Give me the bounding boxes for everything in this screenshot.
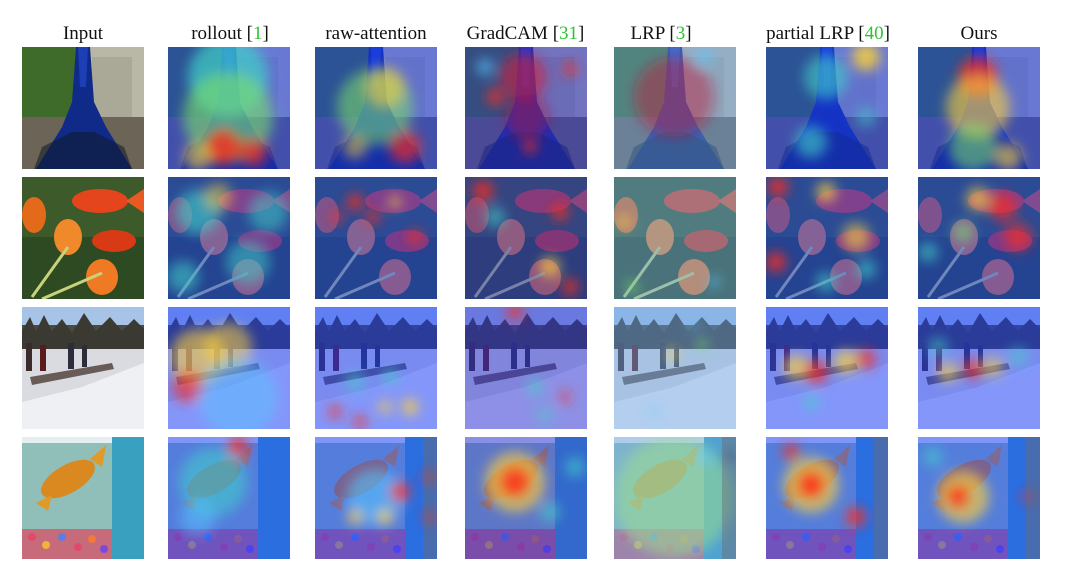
heatmap-raw-attention-goldfish-and-tulips xyxy=(315,177,437,299)
heatmap-gradcam-goldfish-in-tank xyxy=(465,437,587,559)
citation: 3 xyxy=(675,23,686,44)
heatmap-rollout-goldfish-and-tulips xyxy=(168,177,290,299)
col-header-partial-lrp: partial LRP [40] xyxy=(766,23,890,44)
heatmap-rollout-peacock xyxy=(168,47,290,169)
heatmap-lrp-goldfish-in-tank xyxy=(614,437,736,559)
input-image-peacock xyxy=(22,47,144,169)
heatmap-rollout-dog-sled-on-snow xyxy=(168,307,290,429)
heatmap-lrp-goldfish-and-tulips xyxy=(614,177,736,299)
input-image-dog-sled-on-snow xyxy=(22,307,144,429)
heatmap-raw-attention-dog-sled-on-snow xyxy=(315,307,437,429)
col-header-gradcam: GradCAM [31] xyxy=(466,23,585,44)
heatmap-raw-attention-goldfish-in-tank xyxy=(315,437,437,559)
input-image-goldfish-and-tulips xyxy=(22,177,144,299)
heatmap-ours-peacock xyxy=(918,47,1040,169)
citation: 40 xyxy=(864,23,884,44)
heatmap-lrp-peacock xyxy=(614,47,736,169)
citation: 31 xyxy=(559,23,579,44)
heatmap-rollout-goldfish-in-tank xyxy=(168,437,290,559)
heatmap-partial-lrp-goldfish-in-tank xyxy=(766,437,888,559)
heatmap-gradcam-peacock xyxy=(465,47,587,169)
col-header-ours: Ours xyxy=(960,23,998,44)
heatmap-raw-attention-peacock xyxy=(315,47,437,169)
heatmap-gradcam-dog-sled-on-snow xyxy=(465,307,587,429)
col-header-rollout: rollout [1] xyxy=(191,23,269,44)
heatmap-ours-goldfish-and-tulips xyxy=(918,177,1040,299)
heatmap-ours-goldfish-in-tank xyxy=(918,437,1040,559)
col-header-raw-attention: raw-attention xyxy=(325,23,427,44)
heatmap-ours-dog-sled-on-snow xyxy=(918,307,1040,429)
heatmap-partial-lrp-goldfish-and-tulips xyxy=(766,177,888,299)
heatmap-gradcam-goldfish-and-tulips xyxy=(465,177,587,299)
col-header-input: Input xyxy=(62,23,104,44)
heatmap-lrp-dog-sled-on-snow xyxy=(614,307,736,429)
heatmap-partial-lrp-peacock xyxy=(766,47,888,169)
input-image-goldfish-in-tank xyxy=(22,437,144,559)
col-header-lrp: LRP [3] xyxy=(630,23,692,44)
heatmap-partial-lrp-dog-sled-on-snow xyxy=(766,307,888,429)
citation: 1 xyxy=(252,23,263,44)
